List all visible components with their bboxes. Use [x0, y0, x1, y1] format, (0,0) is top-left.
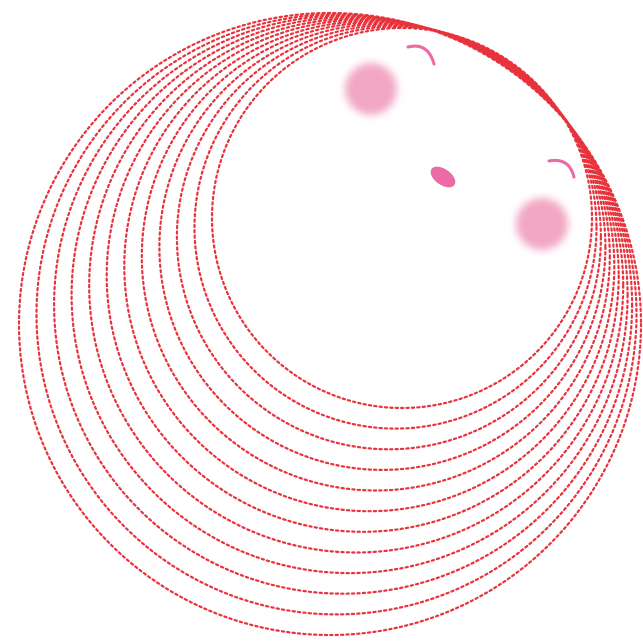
dotted-ring-3: [53, 14, 634, 595]
dotted-ring-6: [105, 18, 620, 533]
left-eye-arc: [406, 44, 436, 66]
dotted-ring-5: [88, 17, 625, 554]
dotted-ring-10: [175, 24, 602, 451]
dotted-ring-4: [70, 16, 629, 575]
dotted-ring-2: [35, 13, 638, 616]
dotted-ring-11: [193, 25, 598, 430]
right-eye-arc: [547, 158, 576, 179]
dotted-ring-8: [140, 21, 611, 492]
dotted-ring-12: [210, 26, 594, 410]
dotted-ring-1: [17, 11, 643, 637]
dotted-rings-group: [17, 11, 643, 637]
mouth-shape: [430, 166, 456, 188]
dotted-ring-7: [123, 20, 616, 513]
left-cheek-blush: [345, 63, 397, 115]
right-cheek-blush: [516, 198, 568, 250]
dotted-ring-9: [158, 22, 607, 471]
